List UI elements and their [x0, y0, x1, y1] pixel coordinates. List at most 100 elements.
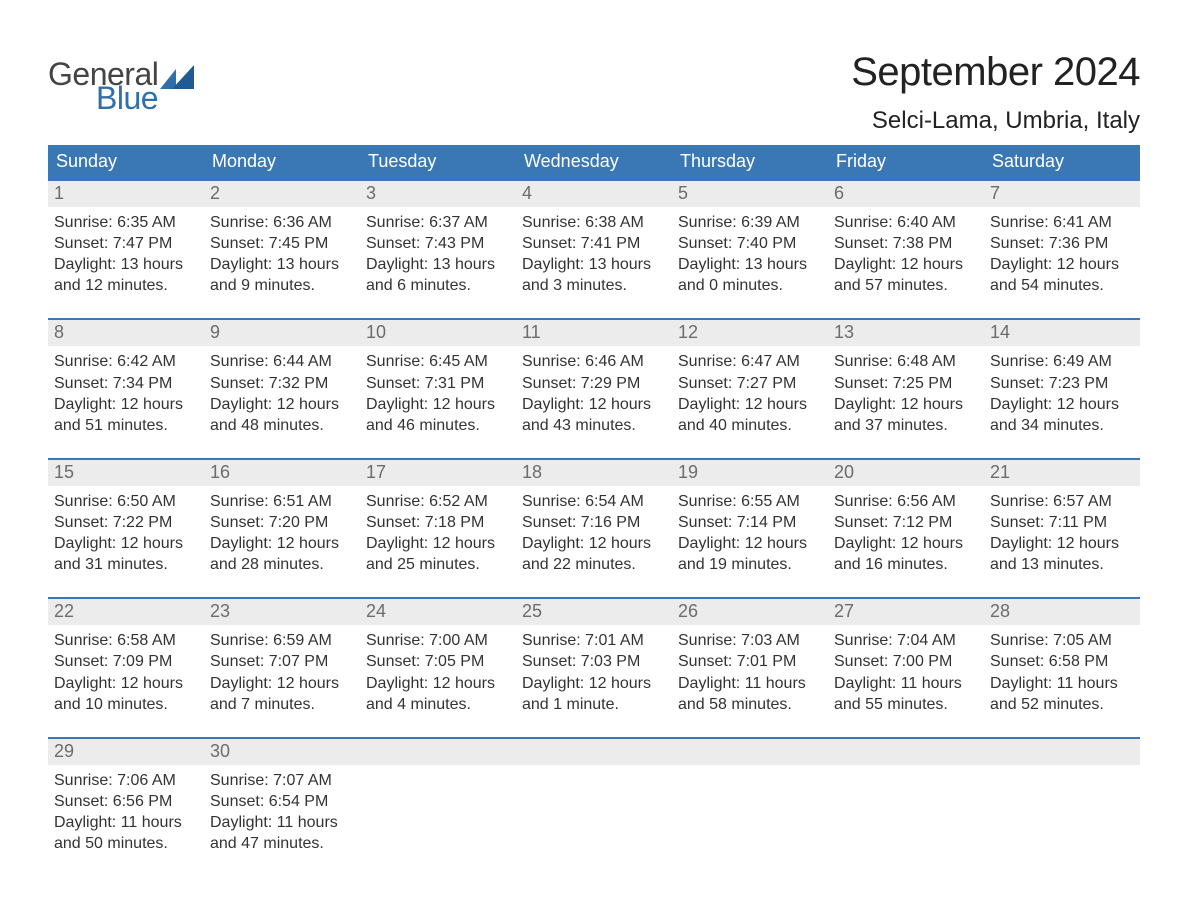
sunrise-text: Sunrise: 7:05 AM [990, 630, 1134, 651]
day-body: Sunrise: 6:59 AMSunset: 7:07 PMDaylight:… [204, 625, 360, 718]
sunset-text: Sunset: 7:07 PM [210, 651, 354, 672]
sunrise-text: Sunrise: 6:46 AM [522, 351, 666, 372]
sunset-text: Sunset: 7:34 PM [54, 373, 198, 394]
day-number: 13 [828, 320, 984, 346]
day-body: Sunrise: 6:39 AMSunset: 7:40 PMDaylight:… [672, 207, 828, 300]
daylight-line1: Daylight: 12 hours [678, 394, 822, 415]
daylight-line1: Daylight: 12 hours [366, 394, 510, 415]
sunrise-text: Sunrise: 6:42 AM [54, 351, 198, 372]
day-body: Sunrise: 6:56 AMSunset: 7:12 PMDaylight:… [828, 486, 984, 579]
day-number: 11 [516, 320, 672, 346]
sunset-text: Sunset: 7:11 PM [990, 512, 1134, 533]
day-body: Sunrise: 7:05 AMSunset: 6:58 PMDaylight:… [984, 625, 1140, 718]
sunset-text: Sunset: 6:56 PM [54, 791, 198, 812]
daylight-line1: Daylight: 12 hours [990, 394, 1134, 415]
sunset-text: Sunset: 7:22 PM [54, 512, 198, 533]
daylight-line2: and 54 minutes. [990, 275, 1134, 296]
day-cell: 25Sunrise: 7:01 AMSunset: 7:03 PMDayligh… [516, 599, 672, 718]
day-number: 19 [672, 460, 828, 486]
day-number: 24 [360, 599, 516, 625]
sunset-text: Sunset: 7:45 PM [210, 233, 354, 254]
daylight-line2: and 46 minutes. [366, 415, 510, 436]
day-cell: 20Sunrise: 6:56 AMSunset: 7:12 PMDayligh… [828, 460, 984, 579]
daylight-line2: and 3 minutes. [522, 275, 666, 296]
calendar: Sunday Monday Tuesday Wednesday Thursday… [48, 145, 1140, 858]
daylight-line2: and 52 minutes. [990, 694, 1134, 715]
day-body: Sunrise: 6:52 AMSunset: 7:18 PMDaylight:… [360, 486, 516, 579]
daylight-line2: and 16 minutes. [834, 554, 978, 575]
dow-monday: Monday [204, 145, 360, 179]
day-number: 18 [516, 460, 672, 486]
day-cell: 18Sunrise: 6:54 AMSunset: 7:16 PMDayligh… [516, 460, 672, 579]
dow-wednesday: Wednesday [516, 145, 672, 179]
dow-sunday: Sunday [48, 145, 204, 179]
daylight-line2: and 31 minutes. [54, 554, 198, 575]
location: Selci-Lama, Umbria, Italy [851, 107, 1140, 135]
day-cell: 14Sunrise: 6:49 AMSunset: 7:23 PMDayligh… [984, 320, 1140, 439]
day-number: 6 [828, 181, 984, 207]
daylight-line1: Daylight: 12 hours [210, 533, 354, 554]
dow-thursday: Thursday [672, 145, 828, 179]
daylight-line1: Daylight: 12 hours [834, 394, 978, 415]
day-body: Sunrise: 6:48 AMSunset: 7:25 PMDaylight:… [828, 346, 984, 439]
sunrise-text: Sunrise: 6:41 AM [990, 212, 1134, 233]
day-number: 28 [984, 599, 1140, 625]
sunrise-text: Sunrise: 6:51 AM [210, 491, 354, 512]
daylight-line1: Daylight: 12 hours [210, 394, 354, 415]
sunrise-text: Sunrise: 6:48 AM [834, 351, 978, 372]
day-cell: 26Sunrise: 7:03 AMSunset: 7:01 PMDayligh… [672, 599, 828, 718]
daylight-line2: and 19 minutes. [678, 554, 822, 575]
day-number: 16 [204, 460, 360, 486]
sunrise-text: Sunrise: 6:58 AM [54, 630, 198, 651]
day-body: Sunrise: 6:41 AMSunset: 7:36 PMDaylight:… [984, 207, 1140, 300]
day-number [828, 739, 984, 765]
sunrise-text: Sunrise: 6:56 AM [834, 491, 978, 512]
sunset-text: Sunset: 7:27 PM [678, 373, 822, 394]
day-body: Sunrise: 6:40 AMSunset: 7:38 PMDaylight:… [828, 207, 984, 300]
sunset-text: Sunset: 7:38 PM [834, 233, 978, 254]
day-cell: 23Sunrise: 6:59 AMSunset: 7:07 PMDayligh… [204, 599, 360, 718]
sunrise-text: Sunrise: 6:47 AM [678, 351, 822, 372]
daylight-line2: and 4 minutes. [366, 694, 510, 715]
sunset-text: Sunset: 6:54 PM [210, 791, 354, 812]
day-body [516, 765, 672, 774]
daylight-line2: and 25 minutes. [366, 554, 510, 575]
day-body: Sunrise: 6:47 AMSunset: 7:27 PMDaylight:… [672, 346, 828, 439]
sunrise-text: Sunrise: 7:06 AM [54, 770, 198, 791]
day-body: Sunrise: 7:04 AMSunset: 7:00 PMDaylight:… [828, 625, 984, 718]
daylight-line1: Daylight: 11 hours [990, 673, 1134, 694]
daylight-line1: Daylight: 12 hours [990, 254, 1134, 275]
day-cell: 17Sunrise: 6:52 AMSunset: 7:18 PMDayligh… [360, 460, 516, 579]
week-row: 22Sunrise: 6:58 AMSunset: 7:09 PMDayligh… [48, 597, 1140, 718]
day-of-week-header: Sunday Monday Tuesday Wednesday Thursday… [48, 145, 1140, 179]
day-body: Sunrise: 6:36 AMSunset: 7:45 PMDaylight:… [204, 207, 360, 300]
sunrise-text: Sunrise: 7:00 AM [366, 630, 510, 651]
daylight-line2: and 47 minutes. [210, 833, 354, 854]
day-body: Sunrise: 6:57 AMSunset: 7:11 PMDaylight:… [984, 486, 1140, 579]
day-body: Sunrise: 6:54 AMSunset: 7:16 PMDaylight:… [516, 486, 672, 579]
sunrise-text: Sunrise: 6:38 AM [522, 212, 666, 233]
sunrise-text: Sunrise: 6:36 AM [210, 212, 354, 233]
day-body: Sunrise: 6:49 AMSunset: 7:23 PMDaylight:… [984, 346, 1140, 439]
page-title: September 2024 [851, 50, 1140, 95]
day-body: Sunrise: 6:44 AMSunset: 7:32 PMDaylight:… [204, 346, 360, 439]
day-cell [516, 739, 672, 858]
sunrise-text: Sunrise: 6:40 AM [834, 212, 978, 233]
day-number [984, 739, 1140, 765]
day-cell: 9Sunrise: 6:44 AMSunset: 7:32 PMDaylight… [204, 320, 360, 439]
day-cell: 12Sunrise: 6:47 AMSunset: 7:27 PMDayligh… [672, 320, 828, 439]
day-number: 26 [672, 599, 828, 625]
daylight-line1: Daylight: 11 hours [678, 673, 822, 694]
daylight-line2: and 34 minutes. [990, 415, 1134, 436]
sunrise-text: Sunrise: 7:04 AM [834, 630, 978, 651]
day-cell: 15Sunrise: 6:50 AMSunset: 7:22 PMDayligh… [48, 460, 204, 579]
day-body [672, 765, 828, 774]
daylight-line2: and 57 minutes. [834, 275, 978, 296]
day-number: 23 [204, 599, 360, 625]
day-body [360, 765, 516, 774]
day-cell: 13Sunrise: 6:48 AMSunset: 7:25 PMDayligh… [828, 320, 984, 439]
sunset-text: Sunset: 7:16 PM [522, 512, 666, 533]
day-number: 9 [204, 320, 360, 346]
day-cell: 29Sunrise: 7:06 AMSunset: 6:56 PMDayligh… [48, 739, 204, 858]
dow-tuesday: Tuesday [360, 145, 516, 179]
